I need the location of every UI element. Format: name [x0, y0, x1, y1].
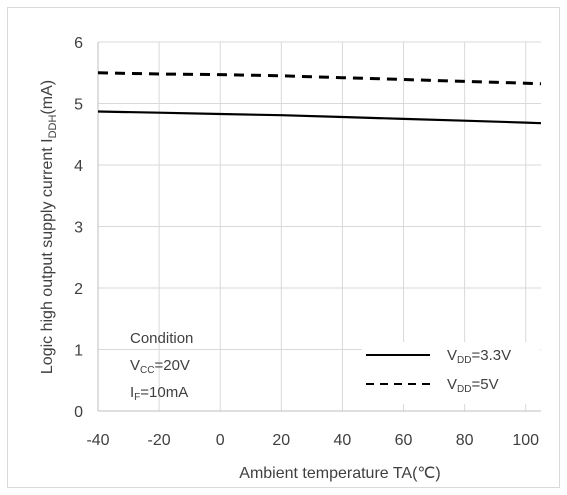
legend-background [362, 342, 540, 404]
y-tick-label-0: 0 [74, 404, 83, 421]
x-tick-label--20: -20 [148, 432, 171, 449]
y-tick-label-5: 5 [74, 97, 83, 114]
x-tick-label-40: 40 [334, 432, 352, 449]
condition-vcc-main: V [130, 357, 140, 374]
y-axis-label-unit: (mA) [39, 80, 56, 115]
series-lines [97, 71, 542, 125]
condition-if-sub: F [134, 392, 140, 403]
gridlines [98, 41, 541, 411]
x-tick-label-0: 0 [216, 432, 225, 449]
condition-vcc-rest: =20V [154, 357, 189, 374]
series-line-vdd-5v [97, 71, 542, 86]
condition-title: Condition [130, 330, 193, 347]
y-tick-label-3: 3 [74, 220, 83, 237]
legend-label-5v: VDD=5V [447, 376, 499, 395]
y-tick-label-2: 2 [74, 281, 83, 298]
legend-label-3v3: VDD=3.3V [447, 347, 511, 366]
y-tick-label-1: 1 [74, 343, 83, 360]
condition-if-main: I [130, 384, 134, 401]
x-axis-label: Ambient temperature TA(℃) [239, 465, 440, 482]
legend-label-3v3-rest: =3.3V [471, 347, 511, 364]
condition-if-rest: =10mA [140, 384, 188, 401]
condition-if: IF=10mA [130, 384, 188, 403]
y-axis-label-main: Logic high output supply current I [39, 138, 56, 374]
legend: VDD=3.3V VDD=5V [362, 342, 540, 404]
chart-frame [7, 7, 560, 488]
condition-annotation: Condition VCC=20V IF=10mA [130, 330, 193, 403]
legend-label-3v3-sub: DD [457, 355, 471, 366]
axes [97, 42, 541, 412]
series-line-vdd-3v3 [97, 110, 542, 125]
x-tick-label-20: 20 [272, 432, 290, 449]
legend-label-3v3-main: V [447, 347, 457, 364]
y-axis-label: Logic high output supply current IDDH(mA… [39, 80, 59, 374]
condition-vcc-sub: CC [140, 365, 154, 376]
x-tick-label--40: -40 [86, 432, 109, 449]
y-tick-labels: 0 1 2 3 4 5 6 [74, 35, 83, 421]
y-axis-label-sub: DDH [47, 115, 59, 139]
y-tick-label-6: 6 [74, 35, 83, 52]
x-tick-label-60: 60 [395, 432, 413, 449]
condition-vcc: VCC=20V [130, 357, 190, 376]
x-tick-label-80: 80 [456, 432, 474, 449]
legend-label-5v-sub: DD [457, 384, 471, 395]
y-tick-label-4: 4 [74, 158, 83, 175]
legend-label-5v-rest: =5V [471, 376, 498, 393]
x-tick-label-100: 100 [512, 432, 539, 449]
x-tick-labels: -40 -20 0 20 40 60 80 100 [86, 432, 539, 449]
legend-label-5v-main: V [447, 376, 457, 393]
